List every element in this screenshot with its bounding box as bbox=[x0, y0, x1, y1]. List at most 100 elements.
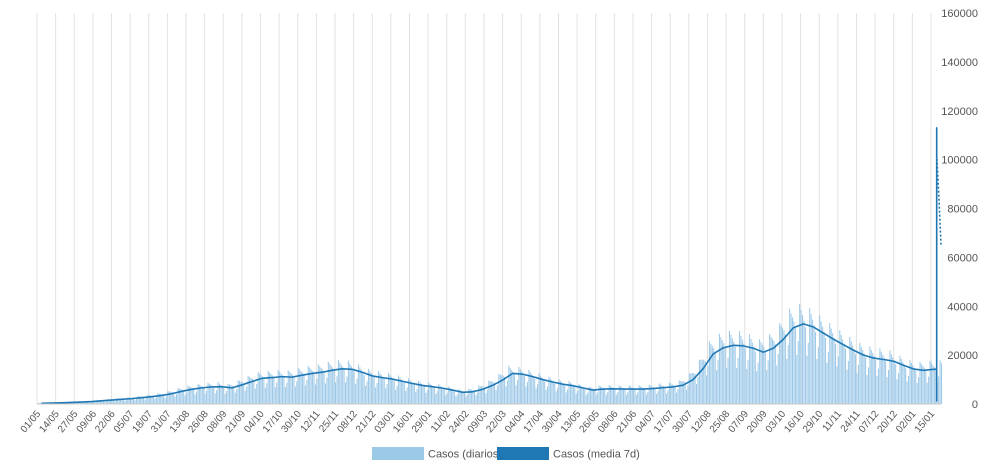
daily-bar bbox=[736, 367, 738, 404]
legend-item-daily[interactable]: Casos (diarios) bbox=[372, 447, 502, 461]
daily-bar bbox=[637, 392, 639, 404]
daily-bar bbox=[923, 367, 925, 404]
daily-bar bbox=[635, 394, 637, 404]
daily-bar bbox=[107, 399, 109, 404]
daily-bar bbox=[193, 388, 195, 404]
daily-bar bbox=[270, 374, 272, 404]
daily-bar bbox=[441, 386, 443, 404]
daily-bar bbox=[542, 379, 544, 404]
daily-bar bbox=[770, 336, 772, 404]
daily-bar bbox=[418, 380, 420, 404]
daily-bar bbox=[779, 323, 781, 404]
daily-bar bbox=[320, 367, 322, 404]
daily-bar bbox=[718, 333, 720, 404]
daily-bar bbox=[829, 323, 831, 404]
daily-bar bbox=[749, 334, 751, 404]
daily-bar bbox=[919, 361, 921, 404]
daily-bar bbox=[734, 346, 736, 404]
daily-bar bbox=[286, 382, 288, 404]
legend[interactable]: Casos (diarios) Casos (media 7d) bbox=[372, 447, 640, 461]
daily-bar bbox=[485, 393, 487, 404]
daily-bar bbox=[810, 314, 812, 404]
daily-bar bbox=[594, 389, 596, 404]
daily-bar bbox=[569, 382, 571, 404]
daily-bar bbox=[605, 394, 607, 404]
daily-bar bbox=[776, 365, 778, 404]
daily-bar bbox=[505, 386, 507, 404]
daily-bar bbox=[655, 394, 657, 404]
daily-bar bbox=[941, 363, 943, 404]
daily-bar bbox=[250, 377, 252, 404]
daily-bar bbox=[191, 387, 193, 404]
daily-bar bbox=[101, 400, 103, 404]
daily-bar bbox=[459, 390, 461, 404]
daily-bar bbox=[405, 390, 407, 404]
daily-bar bbox=[483, 387, 486, 404]
daily-bar bbox=[340, 364, 342, 404]
daily-bar bbox=[612, 388, 614, 404]
daily-bar bbox=[747, 359, 749, 404]
daily-bar bbox=[928, 376, 930, 404]
daily-bar bbox=[118, 398, 120, 404]
daily-bar bbox=[452, 390, 454, 404]
daily-bar bbox=[806, 355, 808, 404]
daily-bar bbox=[74, 402, 76, 404]
legend-label-daily: Casos (diarios) bbox=[428, 449, 502, 461]
daily-bar bbox=[469, 389, 471, 404]
daily-bar bbox=[601, 387, 603, 404]
daily-bar bbox=[853, 349, 855, 404]
daily-bar bbox=[615, 394, 617, 404]
daily-bar bbox=[211, 385, 213, 404]
daily-bar bbox=[184, 395, 186, 404]
daily-bar bbox=[376, 382, 378, 404]
daily-bar bbox=[833, 337, 835, 404]
daily-bar bbox=[792, 317, 794, 404]
daily-bar bbox=[526, 382, 528, 404]
daily-bar bbox=[306, 380, 308, 404]
daily-bar bbox=[194, 394, 196, 404]
daily-bar bbox=[865, 357, 867, 404]
daily-bar bbox=[353, 371, 355, 404]
daily-bar bbox=[693, 373, 695, 404]
daily-bar bbox=[180, 389, 182, 404]
daily-bar bbox=[432, 386, 434, 404]
daily-bar bbox=[889, 350, 891, 404]
y-tick-label: 120000 bbox=[941, 106, 978, 118]
daily-bar bbox=[846, 369, 848, 404]
daily-bar bbox=[525, 386, 527, 404]
daily-bar bbox=[462, 391, 464, 404]
legend-item-average[interactable]: Casos (media 7d) bbox=[497, 447, 640, 461]
daily-bar bbox=[448, 386, 450, 404]
daily-bar bbox=[465, 396, 467, 404]
daily-bar bbox=[204, 393, 206, 404]
daily-bar bbox=[120, 398, 122, 404]
daily-bar bbox=[522, 373, 524, 404]
daily-bar bbox=[939, 360, 941, 404]
daily-bar bbox=[900, 359, 902, 404]
daily-bar bbox=[620, 386, 622, 404]
daily-bar bbox=[794, 327, 796, 404]
daily-bar bbox=[757, 362, 759, 404]
daily-bar bbox=[855, 354, 857, 404]
daily-bar bbox=[297, 367, 299, 404]
daily-bar bbox=[150, 395, 152, 404]
daily-bar bbox=[302, 372, 304, 404]
daily-bar bbox=[658, 383, 660, 404]
daily-bar bbox=[700, 359, 702, 404]
daily-bar bbox=[694, 373, 696, 404]
daily-bar bbox=[521, 371, 523, 404]
daily-bar bbox=[511, 370, 513, 404]
daily-bar bbox=[880, 351, 882, 404]
daily-bar bbox=[415, 392, 417, 404]
daily-bar bbox=[472, 389, 474, 404]
daily-bar bbox=[577, 391, 579, 404]
daily-bar bbox=[790, 313, 792, 404]
daily-bar bbox=[677, 389, 679, 404]
daily-bar bbox=[117, 398, 119, 404]
daily-bar bbox=[214, 393, 216, 404]
daily-bar bbox=[369, 371, 371, 404]
daily-bar bbox=[174, 396, 176, 404]
daily-bar bbox=[303, 374, 305, 404]
daily-bar bbox=[145, 398, 147, 404]
daily-bar bbox=[711, 345, 713, 404]
